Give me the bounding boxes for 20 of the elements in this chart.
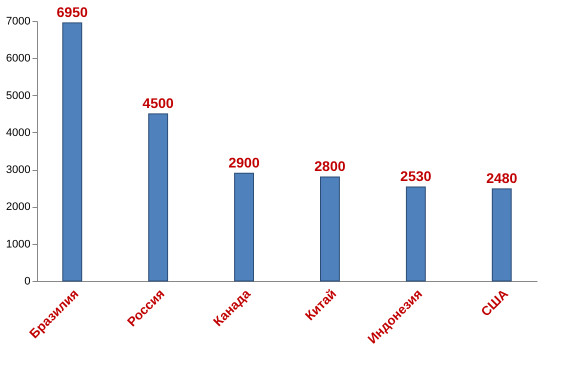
bar bbox=[406, 186, 426, 282]
y-tick-label: 2000 bbox=[6, 201, 30, 214]
y-tick-label: 3000 bbox=[6, 164, 30, 176]
data-label: 2480 bbox=[486, 170, 518, 186]
y-tick-label: 4000 bbox=[6, 126, 30, 139]
y-tick-label: 7000 bbox=[6, 16, 30, 28]
data-label: 6950 bbox=[56, 4, 88, 20]
bar bbox=[148, 113, 168, 282]
y-tick-label: 5000 bbox=[6, 90, 30, 102]
data-label: 2800 bbox=[314, 158, 346, 174]
data-label: 4500 bbox=[142, 94, 174, 111]
bar bbox=[492, 188, 512, 282]
data-label: 2900 bbox=[228, 154, 260, 170]
y-tick-label: 1000 bbox=[6, 238, 30, 250]
bar bbox=[62, 22, 82, 282]
y-tick-label: 0 bbox=[24, 276, 30, 288]
bar bbox=[320, 176, 340, 282]
bar bbox=[234, 172, 254, 282]
data-label: 2530 bbox=[400, 168, 432, 184]
y-tick-label: 6000 bbox=[6, 52, 30, 65]
